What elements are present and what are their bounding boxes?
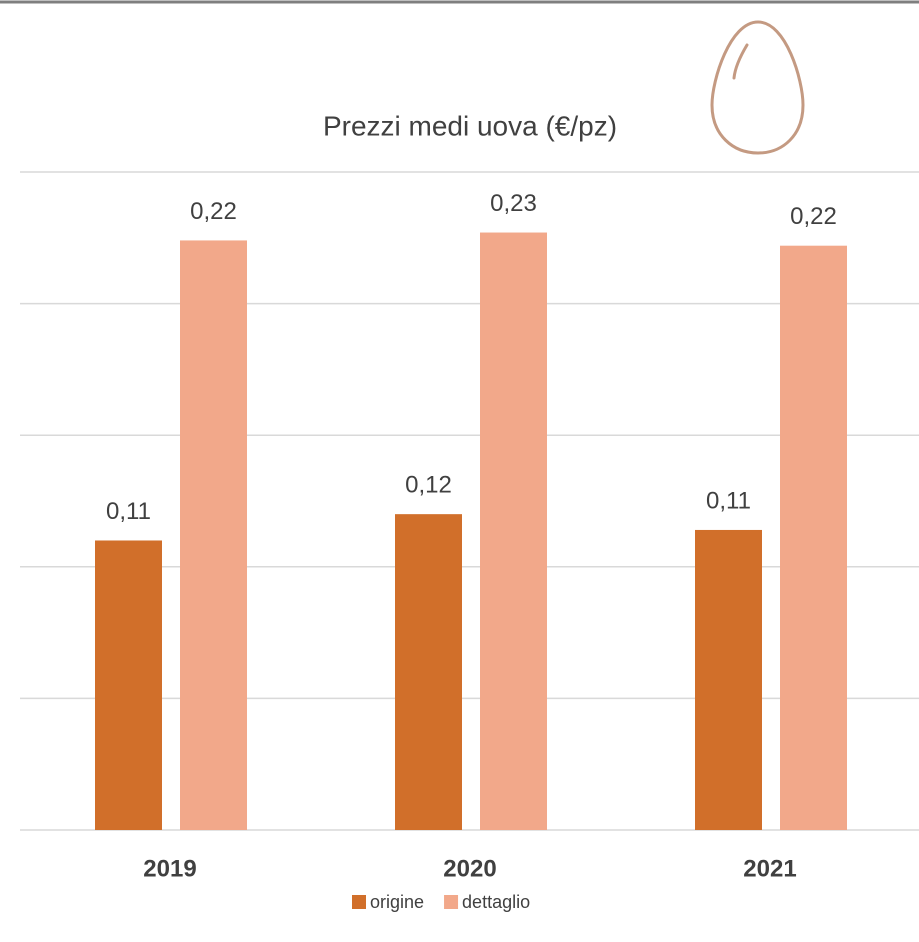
x-tick-label: 2019 xyxy=(143,855,196,882)
legend-swatch xyxy=(352,895,366,909)
data-label: 0,23 xyxy=(490,190,537,217)
chart-title: Prezzi medi uova (€/pz) xyxy=(323,110,617,141)
x-tick-label: 2021 xyxy=(743,855,796,882)
bar xyxy=(480,232,547,830)
data-label: 0,22 xyxy=(790,203,837,230)
x-tick-label: 2020 xyxy=(443,855,496,882)
legend-label: dettaglio xyxy=(462,892,530,912)
bar xyxy=(395,514,462,830)
legend-label: origine xyxy=(370,892,424,912)
bar xyxy=(180,240,247,830)
data-label: 0,11 xyxy=(106,498,151,525)
data-label: 0,12 xyxy=(405,472,452,499)
legend-swatch xyxy=(444,895,459,909)
data-label: 0,11 xyxy=(706,487,751,514)
data-label: 0,22 xyxy=(190,198,237,225)
bar xyxy=(780,245,847,831)
egg-icon xyxy=(710,20,805,155)
bar xyxy=(695,529,762,830)
bar xyxy=(95,540,162,830)
